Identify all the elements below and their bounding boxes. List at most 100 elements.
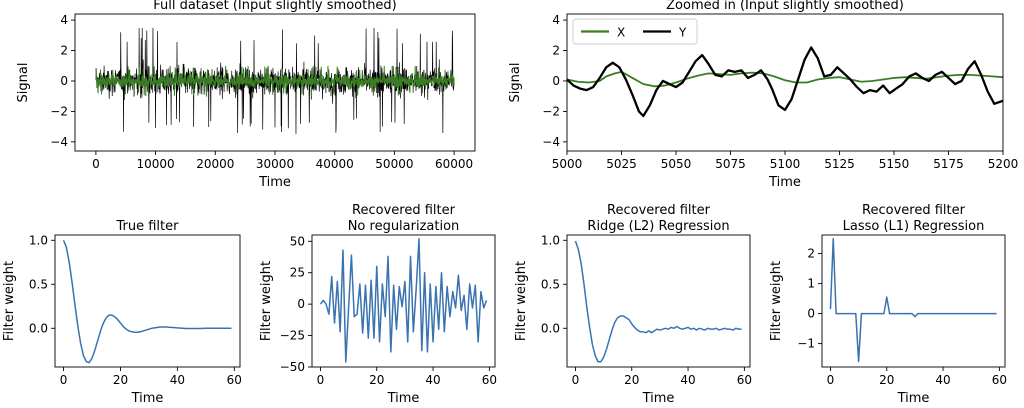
x-tick-label: 60 (992, 373, 1007, 387)
axes-frame (821, 234, 1006, 368)
y-axis-label: Filter weight (514, 261, 529, 341)
y-tick-label: 0 (807, 307, 815, 321)
y-tick-label: 0.0 (541, 321, 560, 335)
y-tick-label: 1 (807, 277, 815, 291)
x-tick-label: 60 (227, 373, 242, 387)
x-axis-label: Time (642, 391, 675, 406)
x-tick-label: 5050 (661, 157, 692, 171)
chart-title: Recovered filter (607, 203, 711, 218)
series-true-line (62, 239, 232, 364)
chart-title: Lasso (L1) Regression (843, 219, 985, 234)
series-lasso-line (829, 237, 997, 363)
legend-label-x: X (617, 26, 625, 40)
chart-title: Recovered filter (352, 203, 456, 218)
x-tick-label: 20 (113, 373, 128, 387)
y-tick-label: 2 (60, 44, 68, 58)
y-tick-label: 1.0 (541, 233, 560, 247)
plot-area (829, 237, 997, 363)
x-tick-label: 20 (369, 373, 384, 387)
x-tick-label: 40 (680, 373, 695, 387)
y-tick-label: 0.5 (29, 277, 48, 291)
x-tick-label: 5075 (715, 157, 746, 171)
x-axis-label: Time (387, 391, 420, 406)
legend-box (572, 18, 698, 45)
x-tick-label: 20 (624, 373, 639, 387)
y-tick-label: 50 (290, 234, 305, 248)
y-tick-label: 0.0 (29, 321, 48, 335)
x-tick-label: 60000 (435, 157, 473, 171)
x-tick-label: 20000 (196, 157, 234, 171)
plot-area (62, 239, 232, 364)
x-axis-label: Time (897, 391, 930, 406)
y-tick-label: −2 (542, 104, 560, 118)
x-axis-label: Time (258, 175, 291, 190)
plot-area (319, 238, 488, 363)
x-tick-label: 40 (425, 373, 440, 387)
legend-label-y: Y (678, 26, 687, 40)
plot-area (574, 240, 742, 363)
y-tick-label: −2 (50, 104, 68, 118)
axes-frame (311, 234, 496, 368)
x-tick-label: 5025 (606, 157, 637, 171)
y-tick-label: 0 (552, 74, 560, 88)
y-axis-label: Signal (508, 63, 523, 103)
series-x-line (567, 70, 1003, 88)
x-tick-label: 5125 (824, 157, 855, 171)
plot-area (95, 27, 455, 134)
y-tick-label: 0 (297, 297, 305, 311)
y-axis-label: Signal (16, 63, 31, 103)
series-noreg-line (319, 238, 488, 363)
chart-title: Recovered filter (862, 203, 966, 218)
x-tick-label: 0 (60, 373, 68, 387)
x-tick-label: 0 (92, 157, 100, 171)
chart-zoom: 5000 5025 5050 5075 5100 5125 5150 5175 5200 −4 −2… (508, 0, 1018, 190)
chart-title: True filter (116, 219, 180, 234)
series-ridge-line (574, 240, 742, 363)
y-axis-label: Filter weight (2, 261, 17, 341)
y-tick-label: 0.5 (541, 277, 560, 291)
x-tick-label: 0 (317, 373, 325, 387)
x-axis-label: Time (131, 391, 164, 406)
chart-title: Full dataset (Input slightly smoothed) (153, 0, 397, 13)
x-tick-label: 40000 (316, 157, 354, 171)
x-tick-label: 10000 (137, 157, 175, 171)
x-tick-label: 0 (827, 373, 835, 387)
axes-frame (566, 234, 751, 368)
x-tick-label: 5200 (988, 157, 1019, 171)
series-x-line (95, 65, 455, 97)
y-tick-label: 4 (60, 13, 68, 27)
y-tick-label: −25 (280, 329, 305, 343)
axes-frame (54, 234, 241, 368)
y-axis-label: Filter weight (769, 261, 784, 341)
y-tick-label: −4 (50, 135, 68, 149)
series-y-line (567, 46, 1003, 118)
x-tick-label: 50000 (375, 157, 413, 171)
y-tick-label: −4 (542, 135, 560, 149)
y-axis-label: Filter weight (259, 261, 274, 341)
chart-title: Ridge (L2) Regression (587, 219, 729, 234)
x-tick-label: 40 (935, 373, 950, 387)
x-tick-label: 5100 (770, 157, 801, 171)
y-tick-label: 2 (552, 44, 560, 58)
chart-full: 0 10000 20000 30000 40000 50000 60000 −4 −2 0 2 4 Fu… (16, 0, 476, 190)
x-tick-label: 60 (737, 373, 752, 387)
x-tick-label: 5000 (552, 157, 583, 171)
y-tick-label: −50 (280, 360, 305, 374)
x-tick-label: 60 (482, 373, 497, 387)
x-tick-label: 5150 (879, 157, 910, 171)
y-tick-label: 4 (552, 13, 560, 27)
chart-title: No regularization (348, 219, 460, 234)
y-tick-label: 2 (807, 247, 815, 261)
chart-title: Zoomed in (Input slightly smoothed) (666, 0, 904, 13)
x-tick-label: 5175 (933, 157, 964, 171)
x-tick-label: 0 (572, 373, 580, 387)
x-tick-label: 40 (170, 373, 185, 387)
y-tick-label: −1 (797, 337, 815, 351)
y-tick-label: 1.0 (29, 233, 48, 247)
x-tick-label: 30000 (256, 157, 294, 171)
